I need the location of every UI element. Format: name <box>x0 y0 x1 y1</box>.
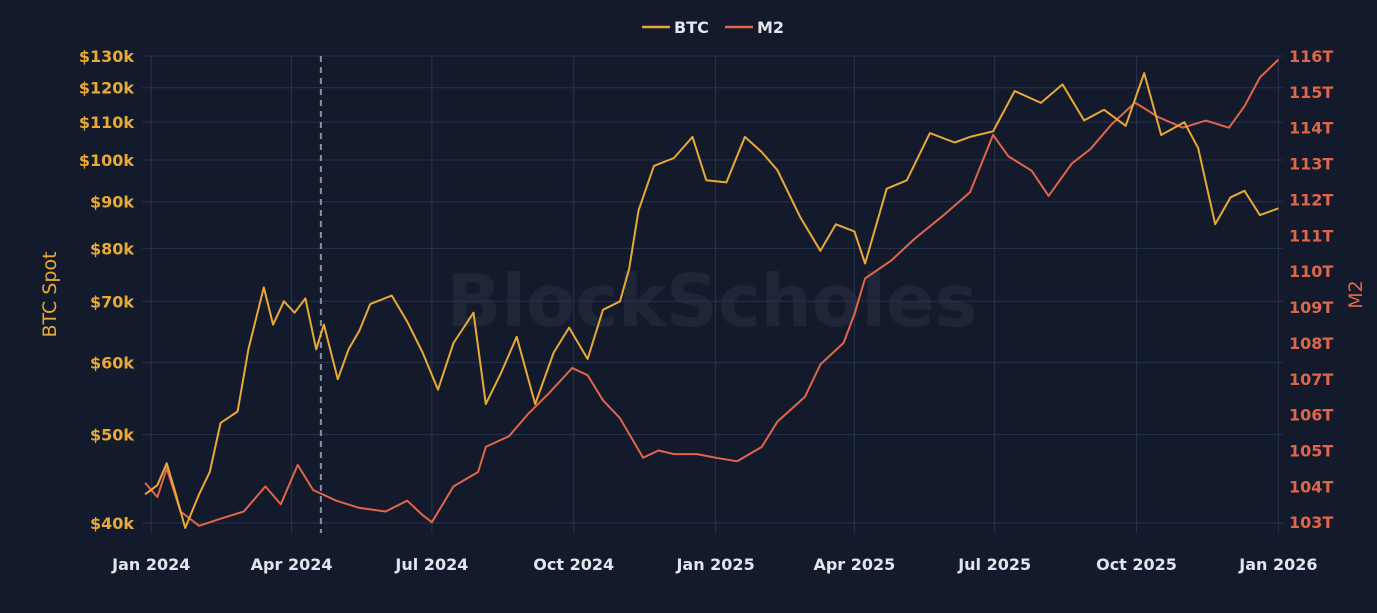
legend-item-m2[interactable]: M2 <box>725 18 784 37</box>
right-tick-label-7: 110T <box>1289 262 1333 281</box>
legend-label-m2: M2 <box>757 18 784 37</box>
left-tick-label-3: $70k <box>90 292 134 311</box>
right-tick-label-13: 116T <box>1289 47 1333 66</box>
x-tick-label-1: Apr 2024 <box>251 555 333 574</box>
grid <box>142 55 1283 533</box>
series-line-btc <box>144 72 1279 529</box>
left-tick-label-0: $40k <box>90 514 134 533</box>
left-tick-label-8: $120k <box>79 79 135 98</box>
right-tick-label-0: 103T <box>1289 513 1333 532</box>
left-tick-label-2: $60k <box>90 353 134 372</box>
legend-label-btc: BTC <box>674 18 709 37</box>
right-tick-label-5: 108T <box>1289 334 1333 353</box>
left-axis-title: BTC Spot <box>39 251 61 337</box>
left-axis-ticks: $40k $50k $60k $70k $80k $90k $100k $110k $120k $… <box>79 47 135 533</box>
left-tick-label-1: $50k <box>90 426 134 445</box>
left-tick-label-4: $80k <box>90 239 134 258</box>
right-tick-label-12: 115T <box>1289 83 1333 102</box>
series-layer <box>144 58 1280 529</box>
series-line-m2 <box>144 58 1280 527</box>
legend[interactable]: BTC M2 <box>642 18 784 37</box>
x-tick-label-6: Jul 2025 <box>957 555 1031 574</box>
x-axis-ticks: Jan 2024 Apr 2024 Jul 2024 Oct 2024 Jan 2025… <box>111 555 1317 574</box>
left-tick-label-5: $90k <box>90 193 134 212</box>
legend-item-btc[interactable]: BTC <box>642 18 709 37</box>
x-tick-label-5: Apr 2025 <box>813 555 895 574</box>
left-tick-label-7: $110k <box>79 113 135 132</box>
x-tick-label-8: Jan 2026 <box>1238 555 1317 574</box>
right-tick-label-3: 106T <box>1289 406 1333 425</box>
x-tick-label-7: Oct 2025 <box>1096 555 1177 574</box>
x-tick-label-4: Jan 2025 <box>675 555 754 574</box>
right-tick-label-11: 114T <box>1289 119 1333 138</box>
left-tick-label-9: $130k <box>79 47 135 66</box>
right-axis-ticks: 103T 104T 105T 106T 107T 108T 109T 110T 111T 112T… <box>1289 47 1333 532</box>
x-tick-label-3: Oct 2024 <box>533 555 614 574</box>
right-tick-label-10: 113T <box>1289 155 1333 174</box>
right-tick-label-2: 105T <box>1289 442 1333 461</box>
right-axis-title: M2 <box>1345 280 1367 308</box>
right-tick-label-4: 107T <box>1289 370 1333 389</box>
right-tick-label-8: 111T <box>1289 226 1333 245</box>
right-tick-label-9: 112T <box>1289 190 1333 209</box>
left-tick-label-6: $100k <box>79 151 135 170</box>
right-tick-label-1: 104T <box>1289 477 1333 496</box>
right-tick-label-6: 109T <box>1289 298 1333 317</box>
x-tick-label-2: Jul 2024 <box>394 555 468 574</box>
x-tick-label-0: Jan 2024 <box>111 555 190 574</box>
